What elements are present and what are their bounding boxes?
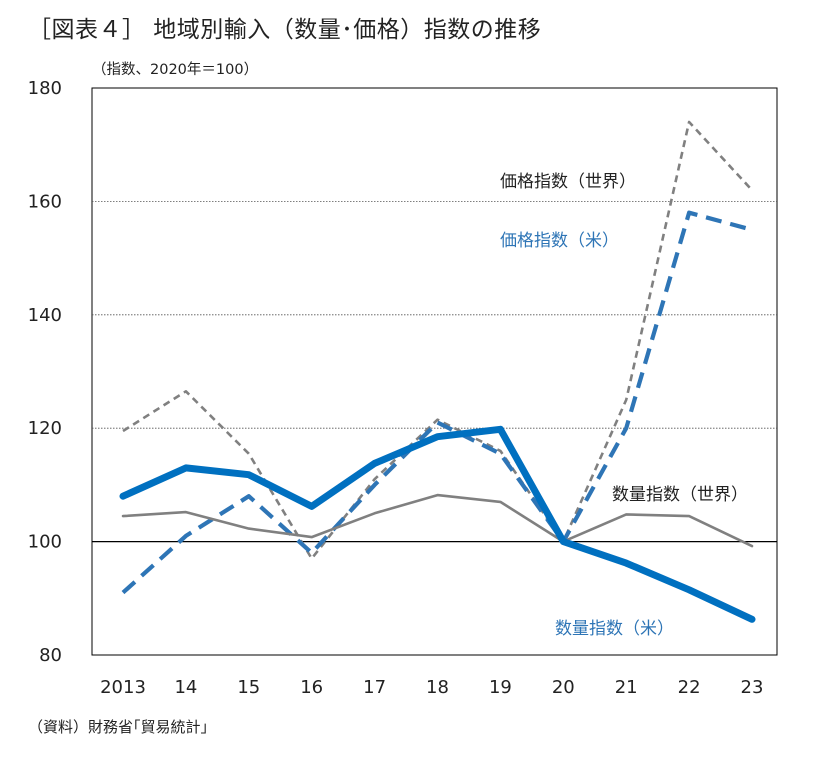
series-line-0 — [122, 120, 753, 560]
plot-frame — [91, 87, 778, 656]
series-label-2: 数量指数（世界） — [612, 485, 748, 505]
series-line-1 — [121, 210, 753, 595]
chart-subtitle: （指数、2020年＝100） — [92, 62, 259, 78]
x-tick-label: 2013 — [100, 677, 146, 698]
x-tick-label: 23 — [741, 677, 764, 698]
y-tick-label: 180 — [28, 78, 62, 99]
y-tick-label: 160 — [28, 191, 62, 212]
x-tick-label: 21 — [615, 677, 638, 698]
series-label-0: 価格指数（世界） — [500, 172, 636, 192]
source-note: （資料）財務省｢貿易統計｣ — [28, 718, 209, 736]
x-tick-label: 22 — [678, 677, 701, 698]
series-label-1: 価格指数（米） — [500, 231, 619, 251]
x-tick-label: 20 — [552, 677, 575, 698]
series-line-2 — [121, 493, 754, 548]
x-tick-label: 14 — [174, 677, 197, 698]
series-label-3: 数量指数（米） — [555, 619, 674, 639]
x-tick-label: 19 — [489, 677, 512, 698]
x-tick-label: 16 — [300, 677, 323, 698]
y-tick-label: 140 — [28, 305, 62, 326]
chart-title: ［図表４］ 地域別輸入（数量･価格）指数の推移 — [28, 17, 542, 43]
x-tick-label: 17 — [363, 677, 386, 698]
y-tick-label: 100 — [28, 532, 62, 553]
x-tick-label: 18 — [426, 677, 449, 698]
series-line-3 — [119, 425, 756, 623]
y-tick-label: 120 — [28, 418, 62, 439]
y-tick-label: 80 — [39, 645, 62, 666]
x-tick-label: 15 — [237, 677, 260, 698]
